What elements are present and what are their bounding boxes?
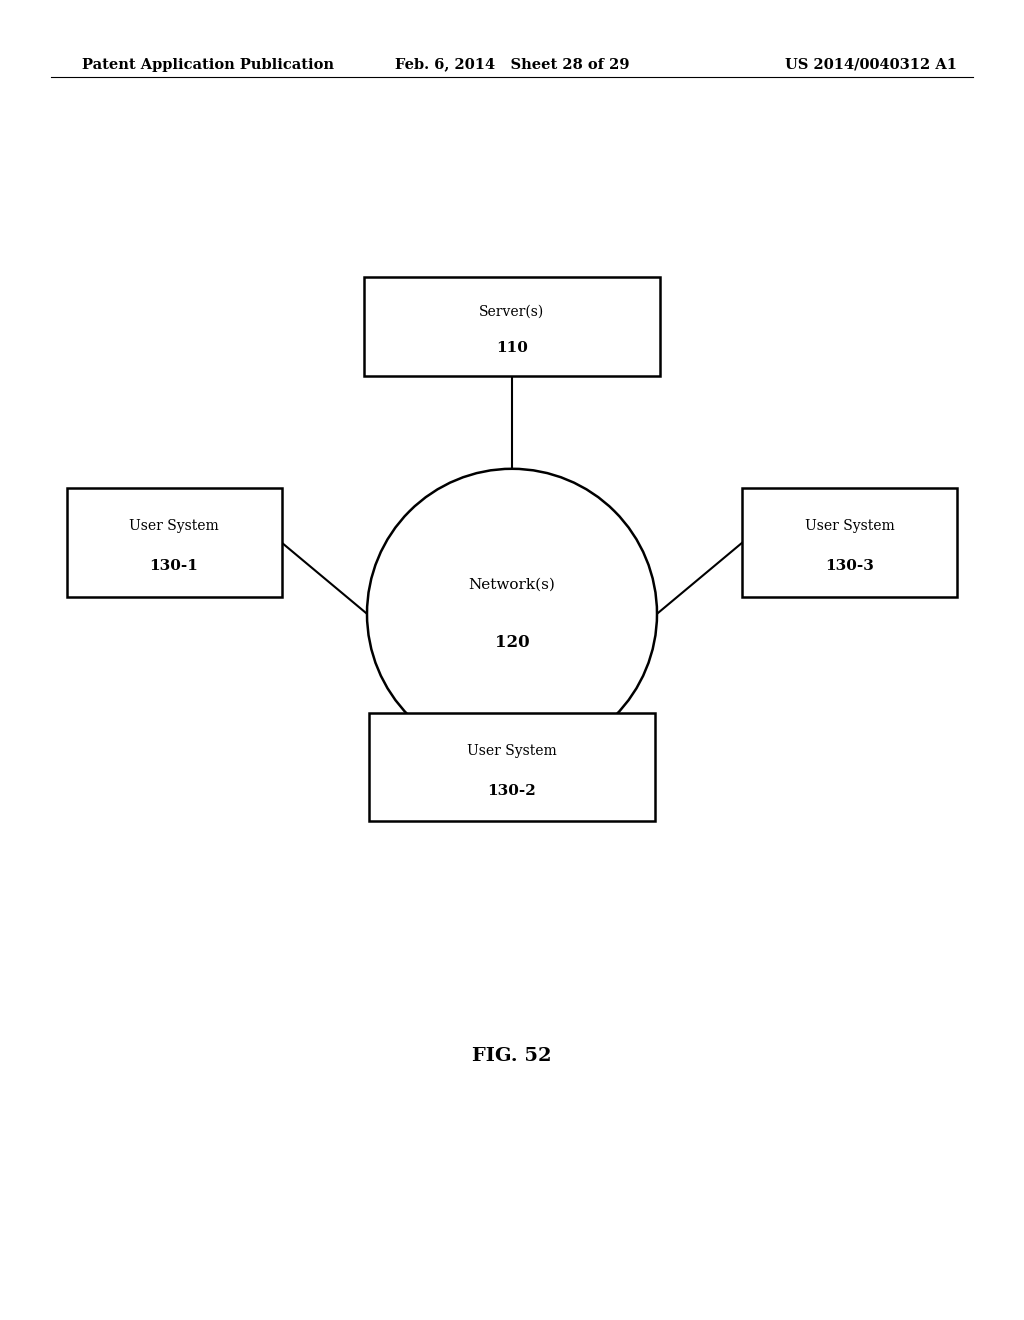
Text: User System: User System bbox=[467, 743, 557, 758]
Text: 130-2: 130-2 bbox=[487, 784, 537, 797]
FancyBboxPatch shape bbox=[364, 277, 660, 376]
Text: Patent Application Publication: Patent Application Publication bbox=[82, 58, 334, 71]
Text: FIG. 52: FIG. 52 bbox=[472, 1047, 552, 1065]
Text: Feb. 6, 2014   Sheet 28 of 29: Feb. 6, 2014 Sheet 28 of 29 bbox=[394, 58, 630, 71]
Text: US 2014/0040312 A1: US 2014/0040312 A1 bbox=[785, 58, 957, 71]
Text: Network(s): Network(s) bbox=[469, 578, 555, 591]
Text: User System: User System bbox=[129, 519, 219, 533]
FancyBboxPatch shape bbox=[67, 488, 282, 597]
Text: User System: User System bbox=[805, 519, 895, 533]
Text: 130-1: 130-1 bbox=[150, 560, 199, 573]
FancyBboxPatch shape bbox=[742, 488, 957, 597]
FancyBboxPatch shape bbox=[369, 713, 655, 821]
Text: 130-3: 130-3 bbox=[825, 560, 874, 573]
Text: 110: 110 bbox=[496, 342, 528, 355]
Text: 120: 120 bbox=[495, 635, 529, 651]
Text: Server(s): Server(s) bbox=[479, 305, 545, 319]
Ellipse shape bbox=[367, 469, 657, 759]
